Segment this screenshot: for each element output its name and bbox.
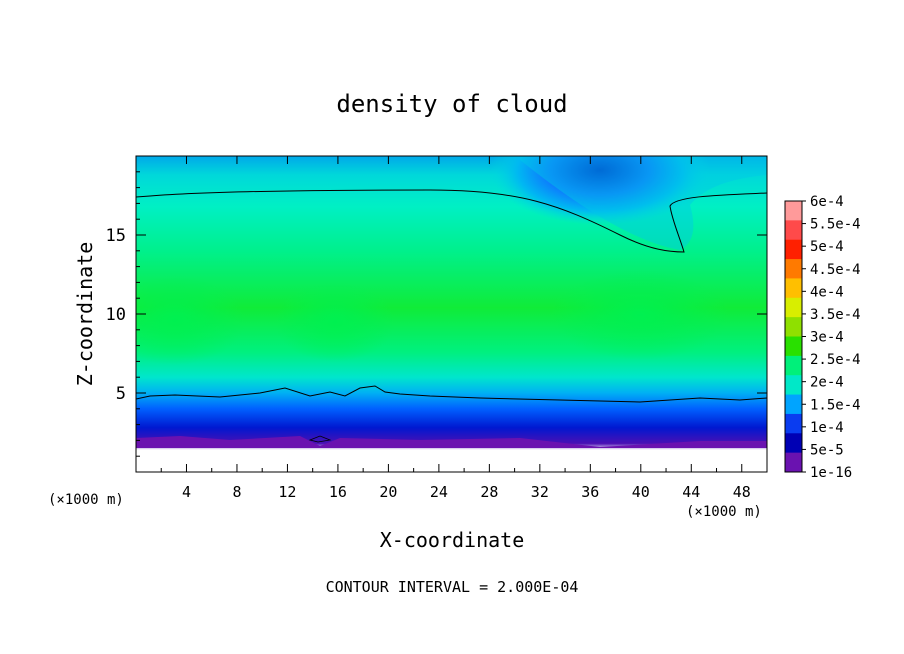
core-high-right	[550, 270, 730, 360]
y-tick-label-15: 15	[106, 226, 126, 246]
x-tick-label-32: 32	[531, 483, 549, 501]
colorbar-label-11: 5e-5	[810, 442, 844, 458]
x-unit-left: (×1000 m)	[48, 492, 124, 508]
contour-upper	[136, 189, 767, 253]
colorbar-label-6: 3e-4	[810, 330, 844, 346]
colorbar-label-0: 6e-4	[810, 194, 844, 210]
y-ticks: 5 10 15	[106, 171, 767, 457]
y-tick-label-10: 10	[106, 305, 126, 325]
x-tick-label-20: 20	[379, 483, 397, 501]
colorbar-swatch-4	[785, 278, 802, 299]
x-tick-label-16: 16	[329, 483, 347, 501]
colorbar-label-4: 4e-4	[810, 284, 844, 300]
lower-purple-band	[136, 436, 767, 448]
colorbar-label-10: 1e-4	[810, 420, 844, 436]
colorbar-swatch-12	[785, 433, 802, 454]
x-ticks: 4 8 12 16 20 24 28 32 36 40 44 48	[160, 156, 751, 501]
x-unit-right: (×1000 m)	[686, 504, 762, 520]
x-tick-label-48: 48	[733, 483, 751, 501]
x-tick-label-44: 44	[682, 483, 700, 501]
core-high-mid	[275, 282, 395, 362]
colorbar-swatch-11	[785, 413, 802, 434]
colorbar-swatch-8	[785, 355, 802, 376]
x-tick-label-24: 24	[430, 483, 448, 501]
colorbar-swatch-6	[785, 317, 802, 337]
x-tick-label-36: 36	[581, 483, 599, 501]
contour-blip	[308, 435, 332, 443]
colorbar-label-8: 2e-4	[810, 375, 844, 391]
plot-area	[136, 156, 767, 472]
colorbar-swatch-7	[785, 336, 802, 357]
chart-title: density of cloud	[336, 90, 567, 118]
y-tick-label-5: 5	[116, 384, 126, 404]
colorbar-label-9: 1.5e-4	[810, 397, 861, 413]
colorbar-label-5: 3.5e-4	[810, 307, 861, 323]
colorbar-swatch-3	[785, 259, 802, 279]
colorbar-swatch-0	[785, 201, 802, 221]
colorbar-label-12: 1e-16	[810, 465, 852, 481]
x-axis-label: X-coordinate	[380, 528, 525, 552]
colorbar-label-7: 2.5e-4	[810, 352, 861, 368]
contour-lower	[136, 385, 767, 403]
core-high-left	[136, 275, 245, 365]
contour-interval-footer: CONTOUR INTERVAL = 2.000E-04	[326, 578, 579, 596]
plume-tail	[520, 156, 767, 250]
y-axis-label: Z-coordinate	[73, 242, 97, 387]
colorbar-label-2: 5e-4	[810, 239, 844, 255]
x-tick-label-8: 8	[232, 483, 241, 501]
colorbar-swatch-10	[785, 394, 802, 415]
colorbar-swatch-2	[785, 239, 802, 260]
x-tick-label-4: 4	[182, 483, 191, 501]
x-tick-label-28: 28	[480, 483, 498, 501]
colorbar-swatch-9	[785, 375, 802, 396]
low-density-plume	[490, 156, 710, 225]
x-tick-label-12: 12	[278, 483, 296, 501]
colorbar-swatch-5	[785, 297, 802, 318]
colorbar-swatch-1	[785, 220, 802, 241]
colorbar-label-3: 4.5e-4	[810, 262, 861, 278]
x-tick-label-40: 40	[632, 483, 650, 501]
colorbar: 6e-4 5.5e-4 5e-4 4.5e-4 4e-4 3.5e-4 3e-4 2.5e-4…	[784, 194, 861, 481]
colorbar-label-1: 5.5e-4	[810, 217, 861, 233]
colorbar-swatch-13	[785, 452, 802, 473]
